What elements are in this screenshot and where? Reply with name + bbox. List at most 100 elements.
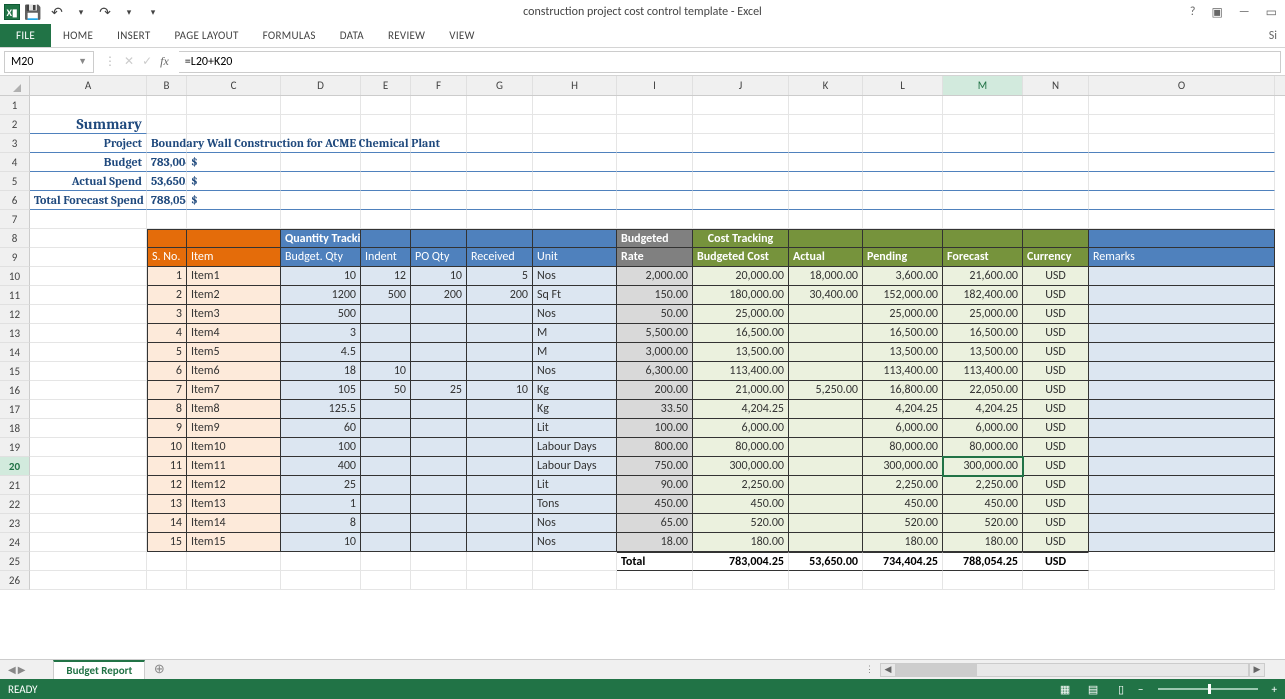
cell-K23[interactable] xyxy=(789,514,863,533)
row-header-7[interactable]: 7 xyxy=(0,210,30,229)
cell-I18[interactable]: 100.00 xyxy=(617,419,693,438)
cell-L8[interactable] xyxy=(863,229,943,248)
cell-K13[interactable] xyxy=(789,324,863,343)
cell-I25[interactable]: Total xyxy=(617,552,693,571)
cell-D11[interactable]: 1200 xyxy=(281,286,361,305)
cell-A8[interactable] xyxy=(30,229,147,248)
cell-D18[interactable]: 60 xyxy=(281,419,361,438)
cell-M2[interactable] xyxy=(943,115,1023,134)
row-header-16[interactable]: 16 xyxy=(0,381,30,400)
cell-L2[interactable] xyxy=(863,115,943,134)
cell-N9[interactable]: Currency xyxy=(1023,248,1089,267)
cell-F20[interactable] xyxy=(411,457,467,476)
cell-O19[interactable] xyxy=(1089,438,1275,457)
cell-B20[interactable]: 11 xyxy=(147,457,187,476)
cell-A6[interactable]: Total Forecast Spend xyxy=(30,191,147,210)
cell-N3[interactable] xyxy=(1023,134,1089,153)
cell-J11[interactable]: 180,000.00 xyxy=(693,286,789,305)
cell-O9[interactable]: Remarks xyxy=(1089,248,1275,267)
cell-F19[interactable] xyxy=(411,438,467,457)
cell-A4[interactable]: Budget xyxy=(30,153,147,172)
col-header-G[interactable]: G xyxy=(467,76,533,95)
cell-M9[interactable]: Forecast xyxy=(943,248,1023,267)
cell-C16[interactable]: Item7 xyxy=(187,381,281,400)
cell-D17[interactable]: 125.5 xyxy=(281,400,361,419)
col-header-E[interactable]: E xyxy=(361,76,411,95)
cell-H22[interactable]: Tons xyxy=(533,495,617,514)
cell-O22[interactable] xyxy=(1089,495,1275,514)
cell-N23[interactable]: USD xyxy=(1023,514,1089,533)
cell-E1[interactable] xyxy=(361,96,411,115)
row-header-1[interactable]: 1 xyxy=(0,96,30,115)
cell-C11[interactable]: Item2 xyxy=(187,286,281,305)
tab-file[interactable]: FILE xyxy=(0,24,51,47)
cell-D8[interactable]: Quantity Tracking xyxy=(281,229,361,248)
cell-E6[interactable] xyxy=(361,191,411,210)
cell-N14[interactable]: USD xyxy=(1023,343,1089,362)
cell-N5[interactable] xyxy=(1023,172,1089,191)
fx-icon[interactable]: fx xyxy=(158,54,171,69)
cell-G7[interactable] xyxy=(467,210,533,229)
cell-L25[interactable]: 734,404.25 xyxy=(863,552,943,571)
col-header-I[interactable]: I xyxy=(617,76,693,95)
add-sheet-button[interactable]: ⊕ xyxy=(149,662,169,678)
cell-A25[interactable] xyxy=(30,552,147,571)
row-header-19[interactable]: 19 xyxy=(0,438,30,457)
cell-M23[interactable]: 520.00 xyxy=(943,514,1023,533)
cell-D15[interactable]: 18 xyxy=(281,362,361,381)
maximize-button[interactable]: ▭ xyxy=(1262,5,1281,20)
cell-K17[interactable] xyxy=(789,400,863,419)
cell-D19[interactable]: 100 xyxy=(281,438,361,457)
cell-B4[interactable]: 783,004.25 xyxy=(147,153,187,172)
cell-D26[interactable] xyxy=(281,571,361,590)
cell-J16[interactable]: 21,000.00 xyxy=(693,381,789,400)
cell-B6[interactable]: 788,054.25 xyxy=(147,191,187,210)
col-header-F[interactable]: F xyxy=(411,76,467,95)
cell-E24[interactable] xyxy=(361,533,411,552)
row-header-5[interactable]: 5 xyxy=(0,172,30,191)
cell-G13[interactable] xyxy=(467,324,533,343)
cell-M18[interactable]: 6,000.00 xyxy=(943,419,1023,438)
cell-N12[interactable]: USD xyxy=(1023,305,1089,324)
cell-K15[interactable] xyxy=(789,362,863,381)
cell-J20[interactable]: 300,000.00 xyxy=(693,457,789,476)
cell-I12[interactable]: 50.00 xyxy=(617,305,693,324)
cell-H24[interactable]: Nos xyxy=(533,533,617,552)
col-header-K[interactable]: K xyxy=(789,76,863,95)
cell-G3[interactable] xyxy=(467,134,533,153)
cell-H25[interactable] xyxy=(533,552,617,571)
cell-C1[interactable] xyxy=(187,96,281,115)
cell-H4[interactable] xyxy=(533,153,617,172)
cell-C9[interactable]: Item xyxy=(187,248,281,267)
cell-D10[interactable]: 10 xyxy=(281,267,361,286)
cell-J2[interactable] xyxy=(693,115,789,134)
cell-B12[interactable]: 3 xyxy=(147,305,187,324)
col-header-O[interactable]: O xyxy=(1089,76,1275,95)
cell-M10[interactable]: 21,600.00 xyxy=(943,267,1023,286)
cell-D20[interactable]: 400 xyxy=(281,457,361,476)
row-header-12[interactable]: 12 xyxy=(0,305,30,324)
cell-C17[interactable]: Item8 xyxy=(187,400,281,419)
cell-C22[interactable]: Item13 xyxy=(187,495,281,514)
cell-I7[interactable] xyxy=(617,210,693,229)
cell-K1[interactable] xyxy=(789,96,863,115)
cell-G26[interactable] xyxy=(467,571,533,590)
col-header-N[interactable]: N xyxy=(1023,76,1089,95)
cell-E9[interactable]: Indent xyxy=(361,248,411,267)
cell-G1[interactable] xyxy=(467,96,533,115)
cell-M15[interactable]: 113,400.00 xyxy=(943,362,1023,381)
cell-C20[interactable]: Item11 xyxy=(187,457,281,476)
row-header-13[interactable]: 13 xyxy=(0,324,30,343)
cell-E13[interactable] xyxy=(361,324,411,343)
cell-A21[interactable] xyxy=(30,476,147,495)
col-header-B[interactable]: B xyxy=(147,76,187,95)
cell-K21[interactable] xyxy=(789,476,863,495)
cell-F1[interactable] xyxy=(411,96,467,115)
cell-B25[interactable] xyxy=(147,552,187,571)
cell-C21[interactable]: Item12 xyxy=(187,476,281,495)
cell-J23[interactable]: 520.00 xyxy=(693,514,789,533)
cell-L16[interactable]: 16,800.00 xyxy=(863,381,943,400)
cell-B2[interactable] xyxy=(147,115,187,134)
cell-F2[interactable] xyxy=(411,115,467,134)
cell-E25[interactable] xyxy=(361,552,411,571)
